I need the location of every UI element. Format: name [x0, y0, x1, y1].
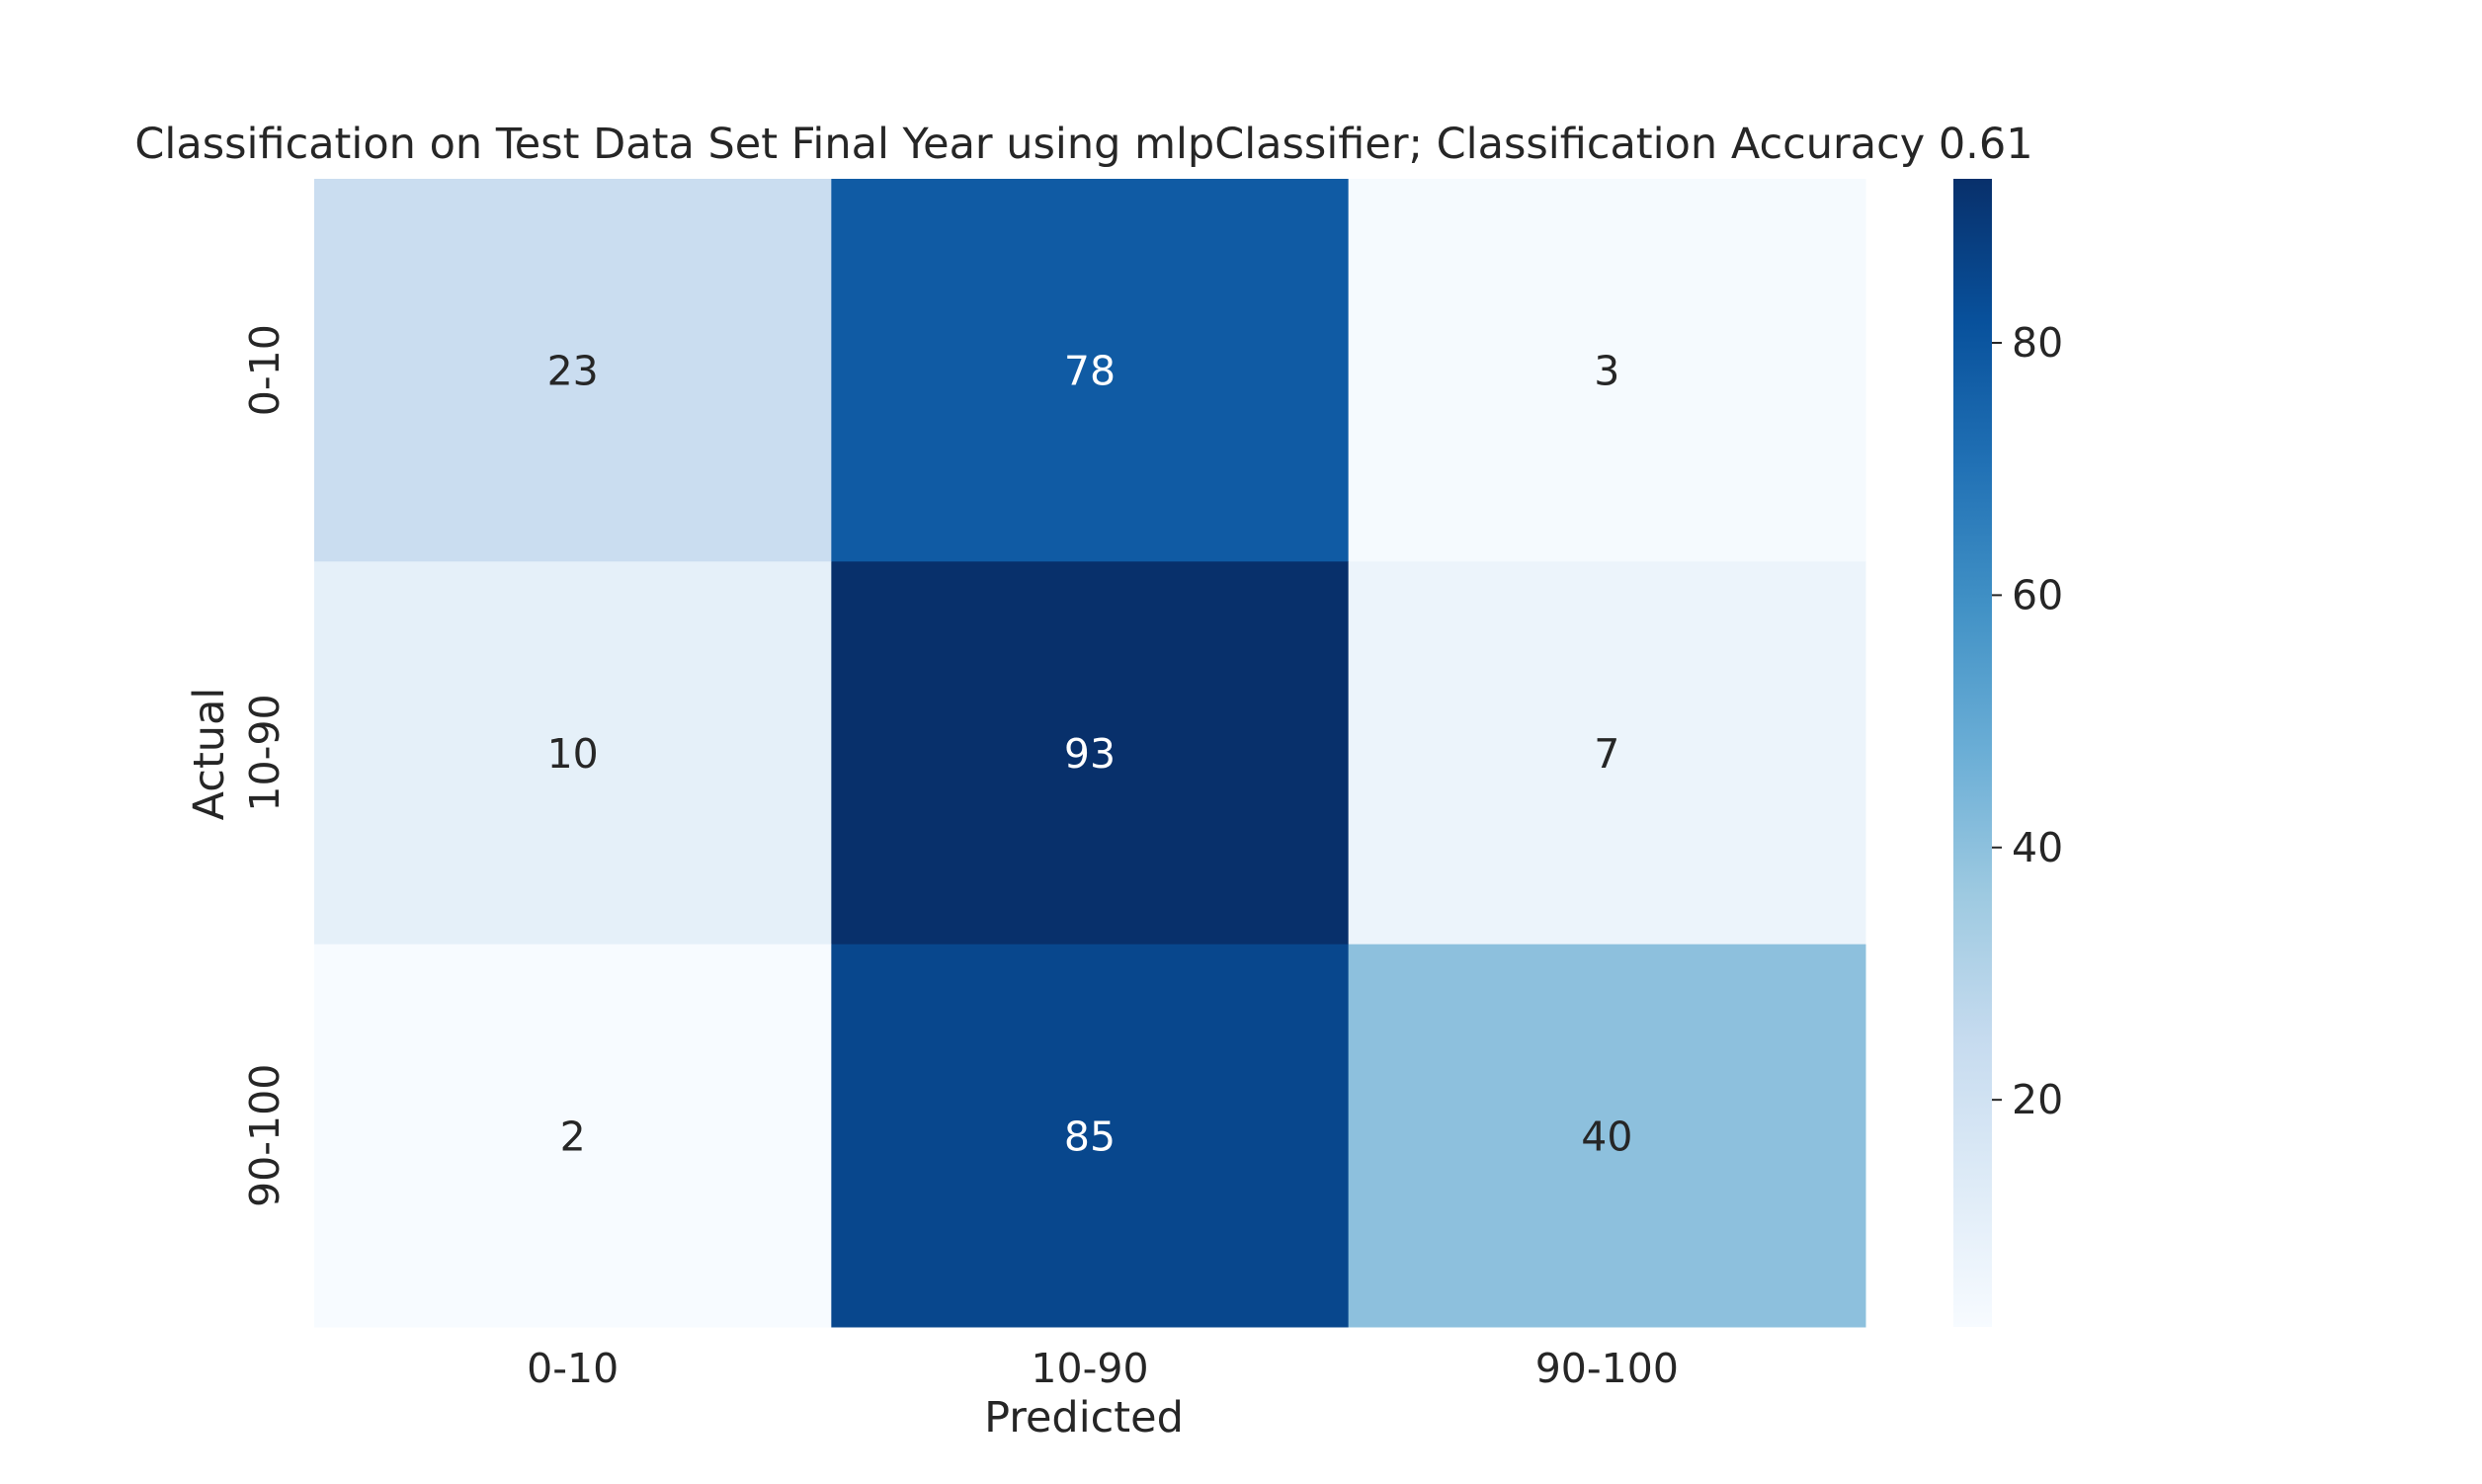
y-axis-tick-labels: 0-10 10-90 90-100 [241, 324, 289, 1207]
y-tick-label: 10-90 [241, 694, 289, 811]
colorbar-tick-label: 60 [2012, 571, 2063, 618]
cell-value-label: 7 [1594, 730, 1619, 778]
heatmap-cell [1348, 561, 1866, 946]
cell-value-label: 2 [560, 1113, 586, 1160]
x-tick-label: 0-10 [527, 1345, 619, 1392]
x-axis-label: Predicted [984, 1393, 1184, 1443]
chart-title: Classification on Test Data Set Final Ye… [134, 120, 2032, 169]
cell-value-label: 3 [1594, 348, 1619, 395]
colorbar-tick-label: 40 [2012, 824, 2063, 871]
colorbar [1953, 179, 1992, 1327]
heatmap-cell [1348, 944, 1866, 1328]
heatmap-cell-labels: 23 78 3 10 93 7 2 85 40 [547, 348, 1633, 1161]
x-tick-label: 90-100 [1535, 1345, 1679, 1392]
cell-value-label: 23 [547, 348, 599, 395]
heatmap-cell [314, 179, 832, 562]
heatmap-cells [314, 179, 1866, 1328]
heatmap-cell [314, 561, 832, 946]
x-tick-label: 10-90 [1031, 1345, 1148, 1392]
heatmap-cell [831, 561, 1350, 946]
y-tick-label: 90-100 [241, 1064, 289, 1207]
heatmap-cell [831, 179, 1350, 562]
heatmap-cell [314, 944, 832, 1328]
y-tick-label: 0-10 [241, 324, 289, 416]
heatmap-cell [831, 944, 1350, 1328]
cell-value-label: 85 [1064, 1113, 1116, 1160]
y-axis-label: Actual [185, 688, 234, 821]
cell-value-label: 40 [1581, 1113, 1632, 1160]
cell-value-label: 78 [1064, 348, 1116, 395]
heatmap-cell [1348, 179, 1866, 562]
x-axis-tick-labels: 0-10 10-90 90-100 [527, 1345, 1679, 1392]
cell-value-label: 10 [547, 730, 599, 778]
colorbar-tick-label: 20 [2012, 1076, 2063, 1123]
colorbar-ticks: 20 40 60 80 [1992, 319, 2063, 1123]
cell-value-label: 93 [1064, 730, 1116, 778]
colorbar-tick-label: 80 [2012, 319, 2063, 367]
